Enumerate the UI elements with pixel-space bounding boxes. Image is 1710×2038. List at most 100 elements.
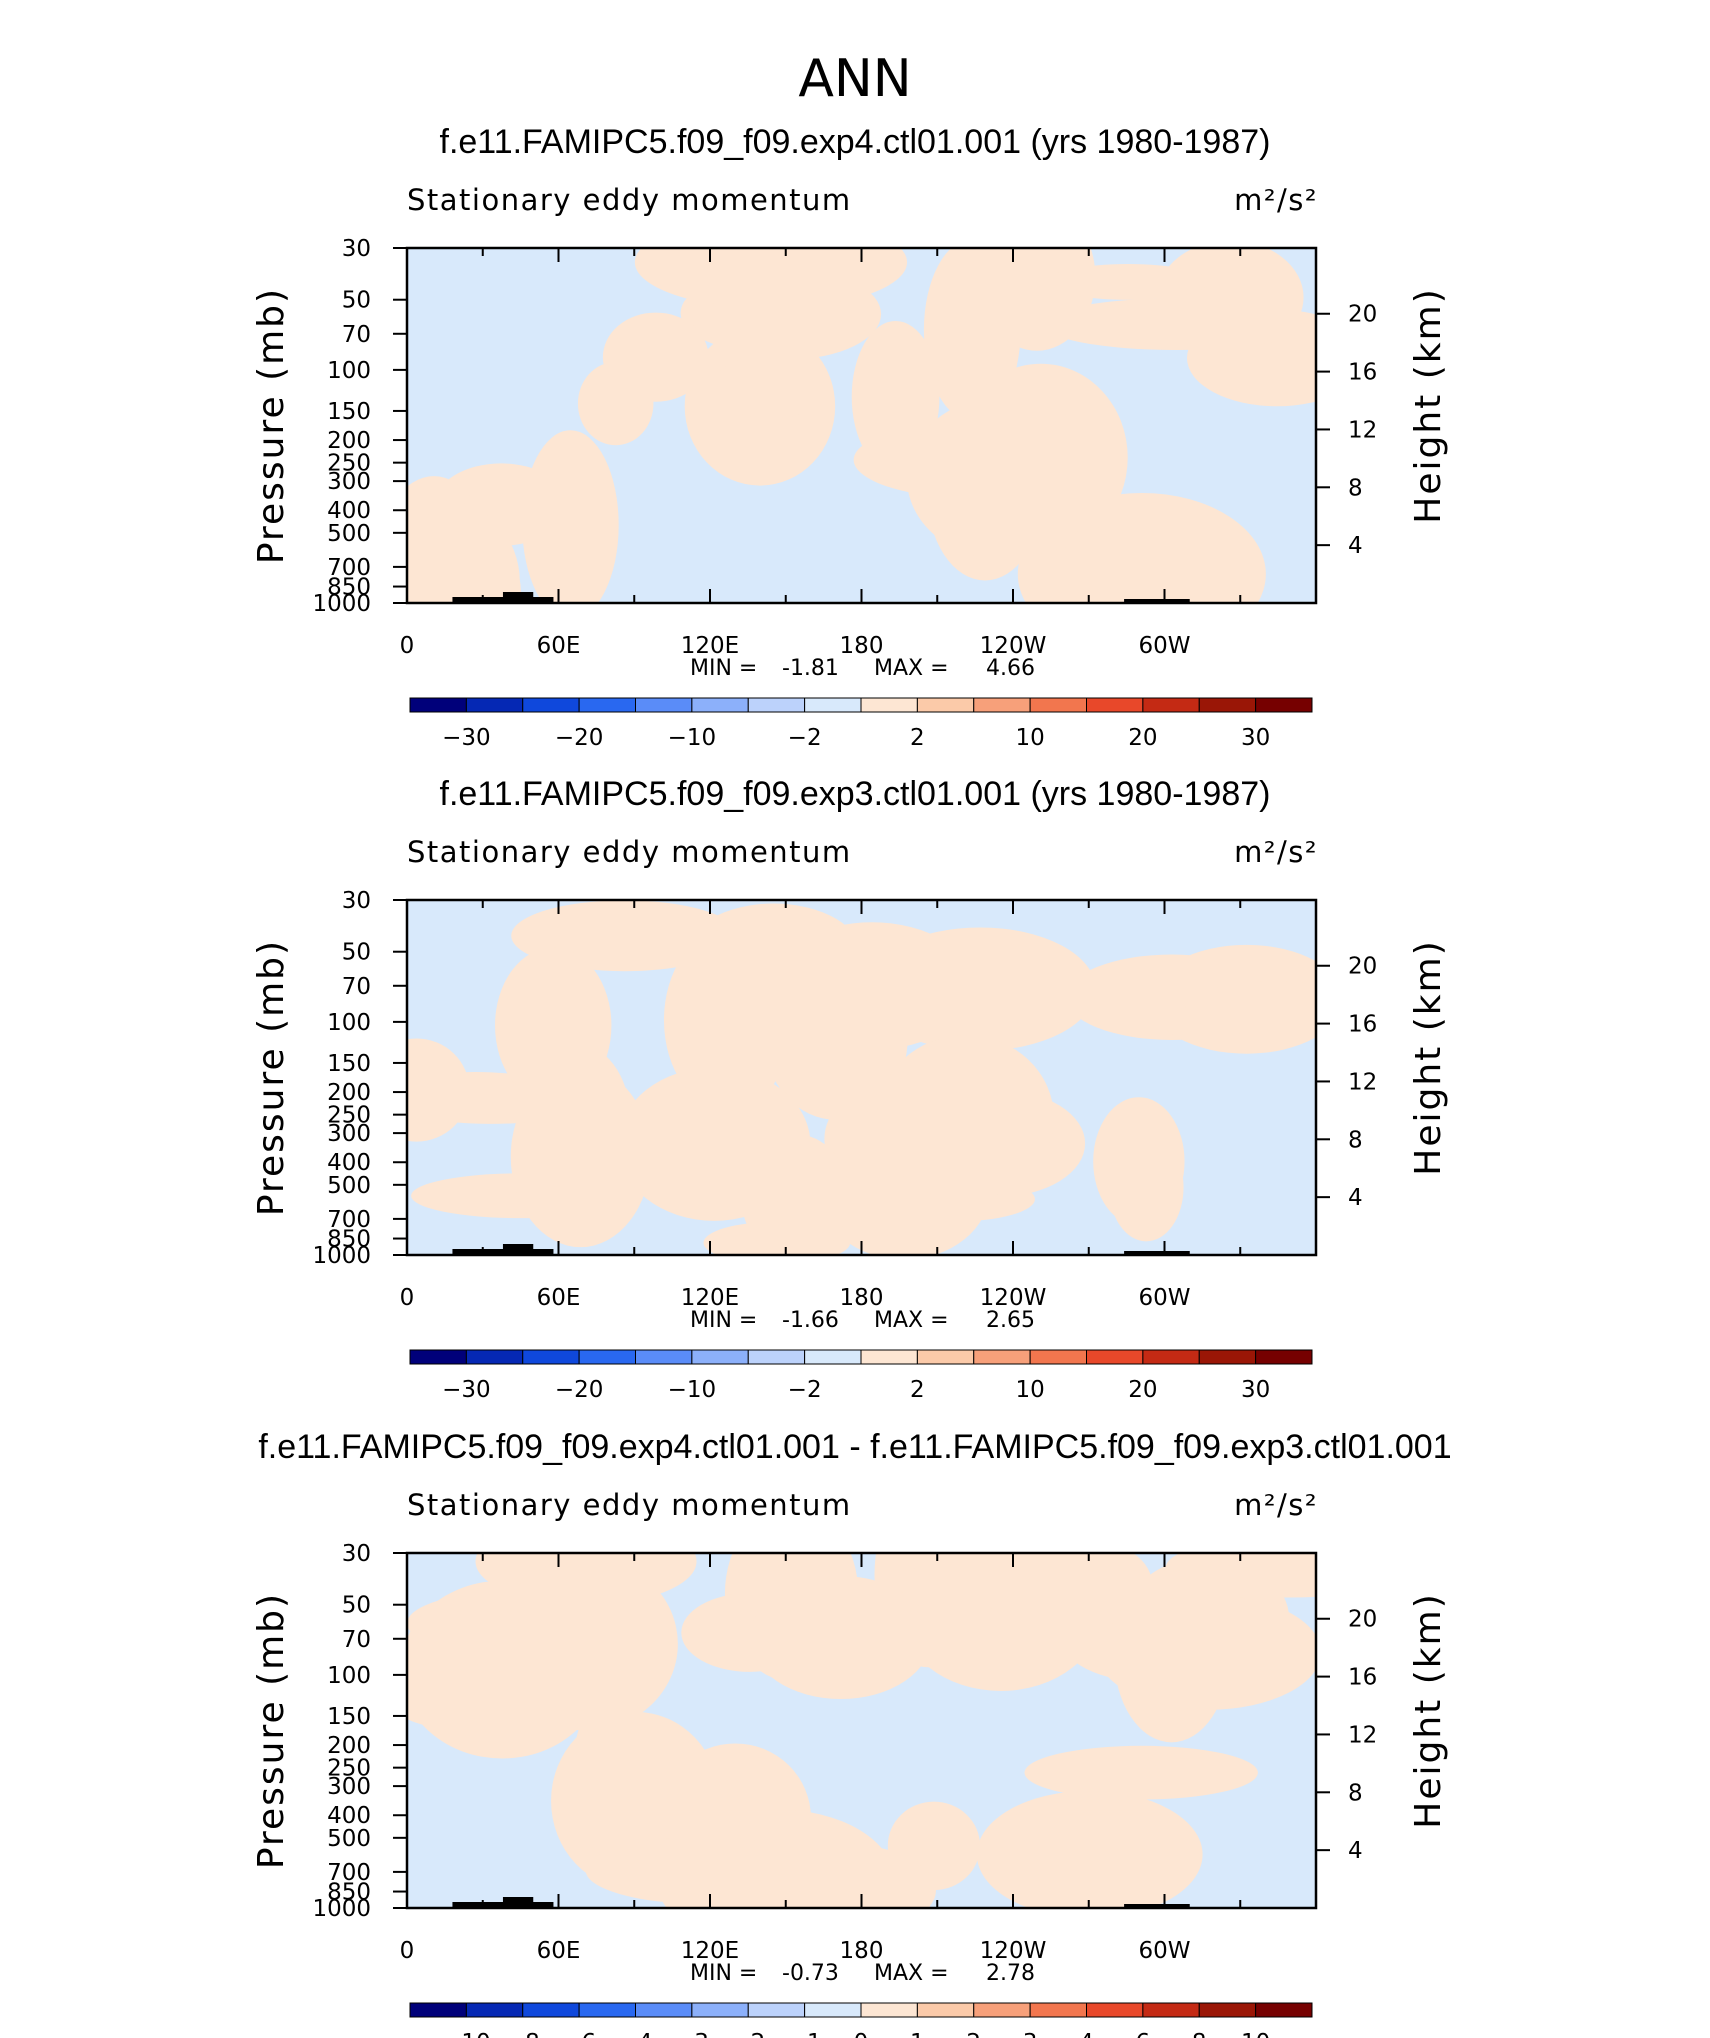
- contour-region: [407, 1038, 470, 1142]
- colorbar-segment: [1198, 2002, 1257, 2018]
- chart-panel-1: f.e11.FAMIPC5.f09_f09.exp4.ctl01.001 (yr…: [251, 123, 1449, 751]
- y-tick-label: 70: [342, 1627, 371, 1653]
- y-tick-label: 200: [327, 1733, 371, 1759]
- y-tick-label: 200: [327, 1080, 371, 1106]
- colorbar-label: −1: [788, 2030, 822, 2038]
- colorbar-label: 1: [910, 2030, 925, 2038]
- panels: f.e11.FAMIPC5.f09_f09.exp4.ctl01.001 (yr…: [251, 123, 1452, 2038]
- y-tick-label: 150: [327, 1704, 371, 1730]
- y-tick-label: 250: [327, 1103, 371, 1129]
- y-tick-label: 1000: [312, 1896, 371, 1922]
- colorbar-segment: [691, 1349, 749, 1365]
- contour-region: [407, 514, 521, 603]
- colorbar-label: −10: [668, 725, 717, 751]
- y-tick-label: 30: [342, 236, 371, 262]
- colorbar-segment: [409, 2002, 467, 2018]
- panel-units: m²/s²: [1234, 835, 1318, 869]
- contour-region: [750, 1575, 932, 1700]
- y-tick-label: 70: [342, 974, 371, 1000]
- x-tick-label: 0: [400, 1285, 415, 1311]
- colorbar-label: 4: [1079, 2030, 1094, 2038]
- colorbar-segment: [747, 697, 806, 713]
- y2-axis-label: Height (km): [1408, 287, 1449, 523]
- contour-fill: [407, 248, 1316, 603]
- y2-tick-label: 4: [1348, 533, 1363, 559]
- colorbar-segment: [1086, 2002, 1144, 2018]
- y-tick-label: 850: [327, 575, 371, 601]
- colorbar-label: −30: [442, 1377, 491, 1403]
- colorbar-segment: [522, 2002, 580, 2018]
- colorbar-segment: [973, 697, 1031, 713]
- y-tick-label: 500: [327, 1826, 371, 1852]
- contour-region: [577, 361, 654, 446]
- y-tick-label: 250: [327, 1756, 371, 1782]
- colorbar-label: 10: [1015, 1377, 1044, 1403]
- colorbar-segment: [1198, 1349, 1257, 1365]
- y-tick-label: 100: [327, 1663, 371, 1689]
- y2-tick-label: 8: [1348, 1780, 1363, 1806]
- colorbar-label: −10: [442, 2030, 491, 2038]
- y2-axis-label: Height (km): [1408, 939, 1449, 1175]
- colorbar-label: 3: [1023, 2030, 1038, 2038]
- y2-tick-label: 16: [1348, 360, 1377, 386]
- max-label: MAX =: [874, 1308, 949, 1333]
- colorbar-label: −3: [675, 2030, 709, 2038]
- topography-mark: [502, 1897, 534, 1908]
- y2-tick-label: 20: [1348, 954, 1377, 980]
- colorbar-label: −20: [555, 725, 604, 751]
- panel-subtitle: Stationary eddy momentum: [407, 1488, 852, 1522]
- topography-mark: [502, 592, 534, 603]
- contour-region: [976, 1790, 1203, 1908]
- y-tick-label: 50: [342, 1593, 371, 1619]
- x-tick-label: 0: [400, 633, 415, 659]
- chart-panel-3: f.e11.FAMIPC5.f09_f09.exp4.ctl01.001 - f…: [251, 1428, 1452, 2038]
- panel-subtitle: Stationary eddy momentum: [407, 835, 852, 869]
- x-tick-label: 120E: [681, 633, 739, 659]
- colorbar-label: −30: [442, 725, 491, 751]
- colorbar-segment: [1255, 697, 1313, 713]
- y-tick-label: 300: [327, 469, 371, 495]
- x-tick-label: 120W: [980, 1285, 1047, 1311]
- x-tick-label: 120W: [980, 1938, 1047, 1964]
- panel-units: m²/s²: [1234, 1488, 1318, 1522]
- colorbar-label: 30: [1241, 1377, 1270, 1403]
- panel-title: f.e11.FAMIPC5.f09_f09.exp4.ctl01.001 - f…: [258, 1428, 1451, 1466]
- colorbar-label: 10: [1241, 2030, 1270, 2038]
- min-label: MIN =: [690, 656, 757, 681]
- y2-tick-label: 20: [1348, 302, 1377, 328]
- min-value: -1.66: [782, 1308, 839, 1333]
- colorbar-segment: [916, 697, 975, 713]
- contour-region: [864, 927, 1096, 1051]
- min-value: -0.73: [782, 1961, 839, 1986]
- topography-mark: [1124, 1251, 1190, 1255]
- colorbar-segment: [1029, 1349, 1087, 1365]
- colorbar-segment: [1086, 697, 1144, 713]
- colorbar-segment: [465, 2002, 524, 2018]
- x-tick-label: 0: [400, 1938, 415, 1964]
- colorbar-segment: [522, 1349, 580, 1365]
- y-tick-label: 100: [327, 1010, 371, 1036]
- y-tick-label: 200: [327, 428, 371, 454]
- colorbar-segment: [578, 697, 636, 713]
- colorbar-segment: [465, 1349, 524, 1365]
- y-tick-label: 150: [327, 1051, 371, 1077]
- colorbar-label: 8: [1192, 2030, 1207, 2038]
- x-tick-label: 120E: [681, 1285, 739, 1311]
- contour-region: [710, 1841, 936, 1908]
- max-value: 4.66: [986, 656, 1035, 681]
- y-axis-label: Pressure (mb): [251, 939, 292, 1216]
- colorbar-label: 30: [1241, 725, 1270, 751]
- y-tick-label: 100: [327, 358, 371, 384]
- colorbar-segment: [804, 2002, 862, 2018]
- topography-mark: [502, 1244, 534, 1255]
- min-label: MIN =: [690, 1308, 757, 1333]
- y-tick-label: 1000: [312, 1243, 371, 1269]
- x-tick-label: 60E: [537, 1285, 581, 1311]
- contour-region: [419, 1664, 495, 1722]
- max-label: MAX =: [874, 1961, 949, 1986]
- max-value: 2.78: [986, 1961, 1035, 1986]
- contour-fill: [407, 1553, 1316, 1908]
- y-tick-label: 700: [327, 1207, 371, 1233]
- colorbar-label: −2: [731, 2030, 765, 2038]
